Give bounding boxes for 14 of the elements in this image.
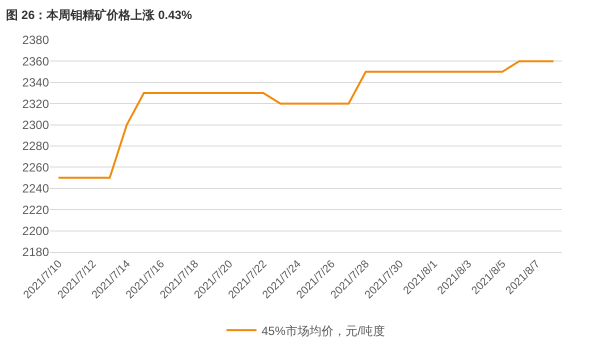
y-tick-label: 2220 xyxy=(22,202,50,217)
y-tick-label: 2360 xyxy=(22,54,50,68)
y-tick-label: 2240 xyxy=(22,182,50,196)
y-tick-label: 2180 xyxy=(22,245,50,260)
line-series xyxy=(58,60,554,179)
legend-label: 45%市场均价，元/吨度 xyxy=(262,324,385,338)
y-tick-label: 2320 xyxy=(22,96,50,111)
y-tick-label: 2280 xyxy=(22,139,50,154)
y-tick-label: 2340 xyxy=(22,76,50,90)
y-tick-label: 2200 xyxy=(22,224,50,238)
y-tick-label: 2260 xyxy=(22,160,50,174)
y-tick-label: 2300 xyxy=(22,118,50,132)
y-tick-label: 2380 xyxy=(22,33,50,48)
chart-title: 图 26：本周钼精矿价格上涨 0.43% xyxy=(6,8,192,22)
